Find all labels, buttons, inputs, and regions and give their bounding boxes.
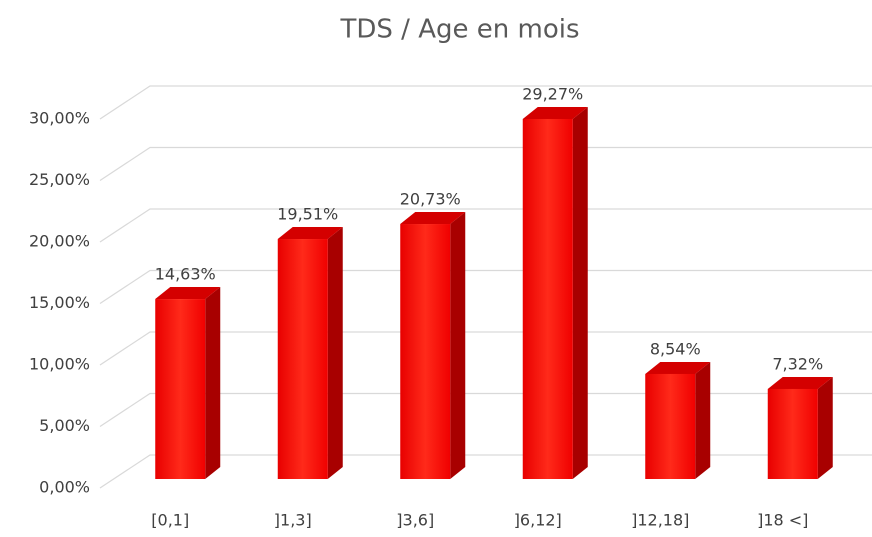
bar-front (522, 118, 573, 479)
grid-line (99, 146, 872, 182)
bar (155, 287, 221, 479)
y-tick-label: 0,00% (39, 478, 90, 497)
bar-side (572, 106, 588, 479)
bar-top (400, 212, 466, 225)
bar (400, 212, 466, 479)
grid-line (99, 392, 872, 428)
data-label: 20,73% (400, 190, 461, 209)
x-tick-label: ]6,12] (514, 511, 562, 530)
bar-top (767, 376, 833, 389)
y-tick-label: 5,00% (39, 416, 90, 435)
x-tick-label: ]18 <] (757, 511, 808, 530)
y-tick-label: 30,00% (29, 109, 90, 128)
bar-top (522, 106, 588, 119)
data-label: 14,63% (155, 265, 216, 284)
grid-line (99, 85, 872, 120)
x-tick-label: [0,1] (151, 511, 189, 530)
bar-top (277, 227, 343, 240)
bar-side (450, 212, 466, 479)
bar (645, 361, 711, 479)
bar-side (817, 376, 833, 479)
bar-front (767, 388, 818, 479)
x-tick-label: ]12,18] (631, 511, 689, 530)
y-tick-label: 15,00% (29, 293, 90, 312)
data-label: 29,27% (522, 84, 583, 103)
data-label: 7,32% (772, 354, 823, 373)
grid-line (99, 454, 872, 489)
bar (767, 376, 833, 479)
bar-side (327, 227, 343, 479)
bar-front (155, 299, 206, 479)
x-tick-label: ]1,3] (274, 511, 312, 530)
bar-top (645, 361, 711, 374)
bar-top (155, 287, 221, 300)
grid-line (99, 208, 872, 243)
y-tick-label: 20,00% (29, 232, 90, 251)
x-tick-label: ]3,6] (396, 511, 434, 530)
bar-side (205, 287, 221, 479)
grid-line (99, 269, 872, 305)
chart-title: TDS / Age en mois (340, 15, 580, 45)
bar-side (695, 361, 711, 479)
grid-line (99, 331, 872, 366)
data-label: 8,54% (650, 339, 701, 358)
bar-front (400, 224, 451, 479)
bar (277, 227, 343, 479)
bar (522, 106, 588, 479)
data-label: 19,51% (277, 205, 338, 224)
y-tick-label: 25,00% (29, 170, 90, 189)
bar-front (277, 239, 328, 479)
y-tick-label: 10,00% (29, 355, 90, 374)
bar-front (645, 373, 696, 479)
